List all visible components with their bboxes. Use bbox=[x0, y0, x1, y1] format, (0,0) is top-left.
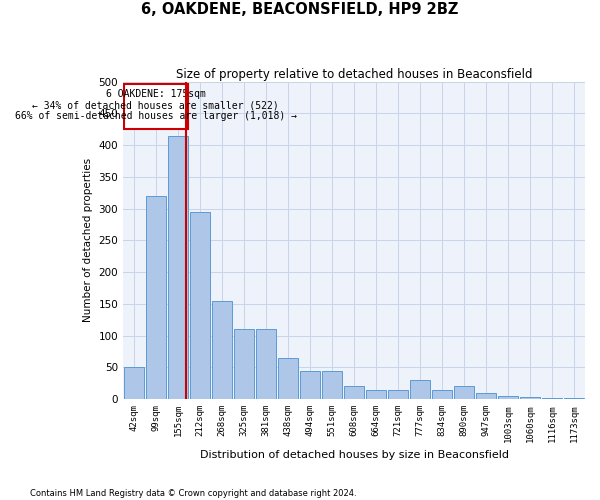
Bar bbox=[563, 398, 584, 399]
Bar bbox=[365, 390, 386, 399]
Text: ← 34% of detached houses are smaller (522): ← 34% of detached houses are smaller (52… bbox=[32, 100, 279, 110]
Bar bbox=[124, 84, 188, 130]
Title: Size of property relative to detached houses in Beaconsfield: Size of property relative to detached ho… bbox=[176, 68, 532, 80]
Bar bbox=[454, 386, 475, 399]
Bar bbox=[124, 368, 145, 399]
Text: 66% of semi-detached houses are larger (1,018) →: 66% of semi-detached houses are larger (… bbox=[15, 111, 297, 121]
Bar bbox=[146, 196, 166, 399]
Bar bbox=[256, 330, 277, 399]
Bar bbox=[322, 370, 343, 399]
Bar bbox=[190, 212, 211, 399]
Bar bbox=[497, 396, 518, 399]
Bar bbox=[344, 386, 364, 399]
Bar bbox=[476, 393, 496, 399]
Bar bbox=[299, 370, 320, 399]
Bar bbox=[410, 380, 430, 399]
Y-axis label: Number of detached properties: Number of detached properties bbox=[83, 158, 93, 322]
Text: 6 OAKDENE: 175sqm: 6 OAKDENE: 175sqm bbox=[106, 90, 206, 100]
Bar bbox=[388, 390, 409, 399]
Text: 6, OAKDENE, BEACONSFIELD, HP9 2BZ: 6, OAKDENE, BEACONSFIELD, HP9 2BZ bbox=[142, 2, 458, 18]
Text: Contains HM Land Registry data © Crown copyright and database right 2024.: Contains HM Land Registry data © Crown c… bbox=[30, 488, 356, 498]
Bar bbox=[542, 398, 562, 399]
Bar bbox=[167, 136, 188, 399]
Bar bbox=[431, 390, 452, 399]
Bar bbox=[212, 301, 232, 399]
X-axis label: Distribution of detached houses by size in Beaconsfield: Distribution of detached houses by size … bbox=[200, 450, 509, 460]
Bar bbox=[278, 358, 298, 399]
Bar bbox=[233, 330, 254, 399]
Bar bbox=[520, 398, 541, 399]
